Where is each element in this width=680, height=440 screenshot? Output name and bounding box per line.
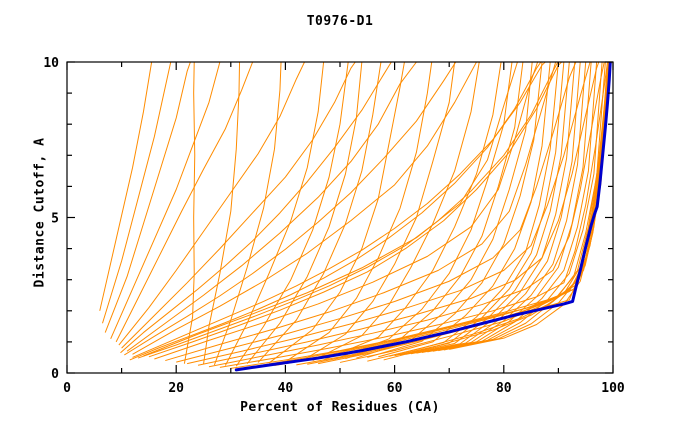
prediction-curve bbox=[102, 62, 172, 324]
prediction-curve bbox=[183, 62, 196, 364]
prediction-curve bbox=[421, 62, 592, 353]
tick-label: 0 bbox=[63, 381, 71, 396]
prediction-curve bbox=[427, 62, 598, 353]
tick-label: 40 bbox=[278, 381, 294, 396]
prediction-curve bbox=[104, 62, 191, 333]
prediction-curve bbox=[257, 62, 382, 363]
y-axis-label: Distance Cutoff, A bbox=[32, 137, 48, 288]
prediction-curve bbox=[126, 62, 417, 352]
tick-label: 10 bbox=[43, 56, 59, 71]
prediction-curve bbox=[121, 62, 356, 349]
prediction-curve bbox=[389, 62, 559, 357]
tick-label: 0 bbox=[51, 367, 59, 382]
prediction-curve bbox=[312, 62, 480, 362]
prediction-curve bbox=[132, 62, 477, 355]
prediction-curve bbox=[378, 62, 551, 358]
prediction-curve bbox=[252, 62, 610, 368]
prediction-curve bbox=[143, 62, 518, 357]
tick-label: 5 bbox=[51, 212, 59, 227]
prediction-curve bbox=[235, 62, 349, 367]
prediction-curve bbox=[137, 62, 559, 359]
prediction-curve bbox=[268, 62, 405, 364]
prediction-curve bbox=[416, 62, 587, 354]
prediction-curve bbox=[285, 62, 433, 363]
prediction-curve bbox=[124, 62, 457, 356]
prediction-curve bbox=[432, 62, 603, 352]
prediction-curve bbox=[110, 62, 221, 339]
prediction-curve bbox=[203, 62, 241, 365]
prediction-curve bbox=[405, 62, 576, 355]
prediction-curve bbox=[323, 62, 502, 361]
axis-tick-labels: 0 20 40 60 80 100 0 5 10 bbox=[43, 56, 625, 396]
tick-label: 80 bbox=[496, 381, 512, 396]
prediction-curve bbox=[176, 62, 577, 363]
tick-label: 60 bbox=[387, 381, 403, 396]
prediction-curve bbox=[301, 62, 456, 362]
prediction-curve bbox=[120, 62, 392, 354]
target-curve bbox=[234, 62, 612, 372]
prediction-curve bbox=[148, 62, 563, 358]
x-axis-label: Percent of Residues (CA) bbox=[240, 400, 440, 415]
highlight-curve bbox=[234, 62, 612, 372]
prediction-curve bbox=[99, 62, 153, 311]
prediction-curve bbox=[132, 62, 546, 358]
prediction-curve bbox=[334, 62, 513, 360]
prediction-curve bbox=[165, 62, 557, 362]
prediction-curve bbox=[224, 62, 325, 366]
prediction-curve bbox=[154, 62, 539, 360]
prediction-curve bbox=[410, 62, 581, 355]
tick-label: 100 bbox=[601, 381, 625, 396]
tick-label: 20 bbox=[168, 381, 184, 396]
prediction-curve bbox=[129, 62, 542, 361]
prediction-curve bbox=[118, 62, 305, 346]
chart-title: T0976-D1 bbox=[306, 14, 374, 29]
prediction-curve bbox=[345, 62, 524, 360]
axis-ticks bbox=[66, 61, 614, 374]
prediction-curve bbox=[187, 62, 591, 365]
